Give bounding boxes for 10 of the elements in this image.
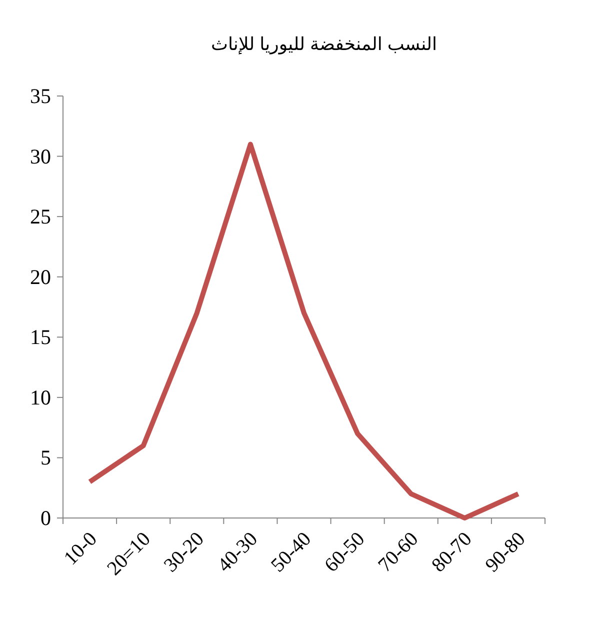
y-tick-label: 0 [40,506,51,530]
x-tick-label: 10-0 [60,528,102,570]
y-tick-label: 5 [40,446,51,470]
chart-title: النسب المنخفضة لليوريا للإناث [211,34,437,55]
y-tick-label: 10 [30,385,51,410]
y-tick-label: 20 [30,264,51,289]
y-tick-label: 25 [30,204,51,229]
y-tick-label: 30 [30,144,51,168]
y-tick-label: 35 [30,84,51,108]
y-tick-label: 15 [30,325,51,350]
